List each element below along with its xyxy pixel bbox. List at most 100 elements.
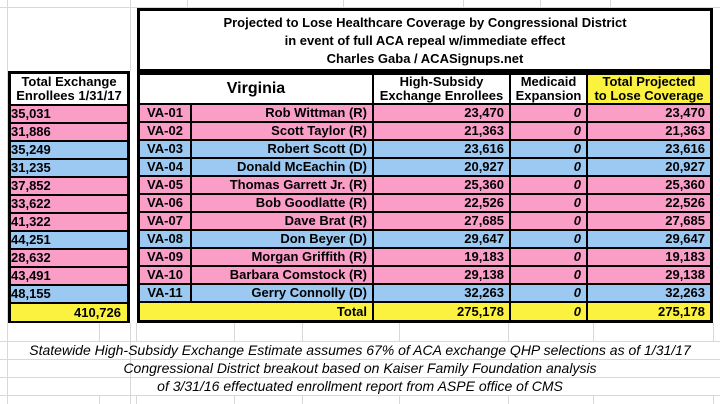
- total-cell: 20,927: [665, 159, 705, 174]
- gridline: [7, 0, 8, 404]
- rep-cell: Don Beyer (D): [192, 231, 374, 247]
- total-cell: 27,685: [665, 213, 705, 228]
- district-cell: VA-05: [140, 177, 192, 193]
- left-header-line-1: Total Exchange: [21, 74, 117, 89]
- total-cell: 19,183: [665, 249, 705, 264]
- row-va-07: VA-07 Dave Brat (R) 27,685 0 27,685: [140, 213, 710, 231]
- rep-cell: Robert Scott (D): [192, 141, 374, 157]
- left-header-line-2: Enrollees 1/31/17: [16, 88, 122, 103]
- total-cell: 23,616: [665, 141, 705, 156]
- district-cell: VA-02: [140, 123, 192, 139]
- rep-cell: Barbara Comstock (R): [192, 267, 374, 283]
- district-table: Virginia High-Subsidy Exchange Enrollees…: [137, 72, 713, 323]
- gridline: [508, 395, 509, 404]
- gridline: [399, 323, 400, 341]
- state-header: Virginia: [140, 75, 374, 103]
- gridline: [343, 0, 344, 8]
- table-title: Projected to Lose Healthcare Coverage by…: [137, 8, 713, 72]
- gridline: [0, 359, 720, 360]
- total-cell: 25,360: [665, 177, 705, 192]
- gridline: [399, 395, 400, 404]
- high-subsidy-cell: 21,363: [374, 123, 511, 139]
- rep-cell: Donald McEachin (D): [192, 159, 374, 175]
- footnote-line-2: Congressional District breakout based on…: [123, 360, 597, 376]
- col-header-total-projected-line-1: Total Projected: [602, 74, 696, 89]
- district-cell: VA-07: [140, 213, 192, 229]
- district-cell: VA-06: [140, 195, 192, 211]
- col-header-medicaid-line-1: Medicaid: [520, 74, 577, 89]
- gridline: [99, 395, 100, 404]
- row-va-09: VA-09 Morgan Griffith (R) 19,183 0 19,18…: [140, 249, 710, 267]
- col-header-high-subsidy-line-1: High-Subsidy: [399, 74, 484, 89]
- gridline: [463, 0, 464, 8]
- row-va-03: VA-03 Robert Scott (D) 23,616 0 23,616: [140, 141, 710, 159]
- total-row: Total 275,178 0 275,178: [140, 303, 710, 320]
- row-va-10: VA-10 Barbara Comstock (R) 29,138 0 29,1…: [140, 267, 710, 285]
- medicaid-cell: 0: [511, 105, 588, 121]
- gridline: [302, 323, 303, 341]
- enrollees-cell-va06: 33,622: [11, 196, 127, 214]
- district-cell: VA-01: [140, 105, 192, 121]
- high-subsidy-cell: 23,470: [374, 105, 511, 121]
- gridline: [0, 395, 720, 396]
- enrollees-cell-va07: 41,322: [11, 214, 127, 232]
- gridline: [136, 323, 137, 341]
- rep-cell: Scott Taylor (R): [192, 123, 374, 139]
- left-column-header: Total Exchange Enrollees 1/31/17: [11, 74, 127, 106]
- left-enrollees-column: Total Exchange Enrollees 1/31/17 35,031 …: [8, 71, 130, 323]
- title-line-1: Projected to Lose Healthcare Coverage by…: [223, 15, 627, 30]
- medicaid-cell: 0: [511, 231, 588, 247]
- row-va-01: VA-01 Rob Wittman (R) 23,470 0 23,470: [140, 105, 710, 123]
- row-va-04: VA-04 Donald McEachin (D) 20,927 0 20,92…: [140, 159, 710, 177]
- total-cell: 23,470: [665, 105, 705, 120]
- high-subsidy-cell: 27,685: [374, 213, 511, 229]
- total-label-cell: Total: [140, 303, 374, 320]
- rep-cell: Morgan Griffith (R): [192, 249, 374, 265]
- district-cell: VA-10: [140, 267, 192, 283]
- gridline: [713, 323, 714, 341]
- enrollees-cell-va04: 31,235: [11, 160, 127, 178]
- total-high-subsidy-cell: 275,178: [374, 303, 511, 320]
- title-line-2: in event of full ACA repeal w/immediate …: [284, 33, 566, 48]
- row-va-08: VA-08 Don Beyer (D) 29,647 0 29,647: [140, 231, 710, 249]
- high-subsidy-cell: 22,526: [374, 195, 511, 211]
- gridline: [713, 395, 714, 404]
- high-subsidy-cell: 20,927: [374, 159, 511, 175]
- gridline: [302, 395, 303, 404]
- medicaid-cell: 0: [511, 249, 588, 265]
- high-subsidy-cell: 25,360: [374, 177, 511, 193]
- gridline: [99, 323, 100, 341]
- gridline: [0, 341, 720, 342]
- row-va-02: VA-02 Scott Taylor (R) 21,363 0 21,363: [140, 123, 710, 141]
- medicaid-cell: 0: [511, 267, 588, 283]
- high-subsidy-cell: 23,616: [374, 141, 511, 157]
- medicaid-cell: 0: [511, 141, 588, 157]
- gridline: [234, 395, 235, 404]
- total-cell: 21,363: [665, 123, 705, 138]
- row-va-05: VA-05 Thomas Garrett Jr. (R) 25,360 0 25…: [140, 177, 710, 195]
- district-cell: VA-11: [140, 285, 192, 301]
- district-cell: VA-09: [140, 249, 192, 265]
- medicaid-cell: 0: [511, 213, 588, 229]
- enrollees-cell-va02: 31,886: [11, 124, 127, 142]
- gridline: [610, 0, 611, 8]
- total-medicaid-cell: 0: [511, 303, 588, 320]
- enrollees-cell-va01: 35,031: [11, 106, 127, 124]
- high-subsidy-cell: 32,263: [374, 285, 511, 301]
- enrollees-cell-va05: 37,852: [11, 178, 127, 196]
- total-projected-cell: 275,178: [658, 304, 705, 319]
- footnote-line-3: of 3/31/16 effectuated enrollment report…: [157, 378, 563, 394]
- gridline: [234, 323, 235, 341]
- gridline: [540, 0, 541, 8]
- row-va-11: VA-11 Gerry Connolly (D) 32,263 0 32,263: [140, 285, 710, 303]
- rep-cell: Dave Brat (R): [192, 213, 374, 229]
- col-header-high-subsidy: High-Subsidy Exchange Enrollees: [374, 75, 511, 103]
- total-cell: 29,647: [665, 231, 705, 246]
- col-header-high-subsidy-line-2: Exchange Enrollees: [379, 88, 504, 103]
- gridline: [593, 395, 594, 404]
- high-subsidy-cell: 29,647: [374, 231, 511, 247]
- enrollees-cell-va03: 35,249: [11, 142, 127, 160]
- gridline: [187, 0, 188, 8]
- district-cell: VA-04: [140, 159, 192, 175]
